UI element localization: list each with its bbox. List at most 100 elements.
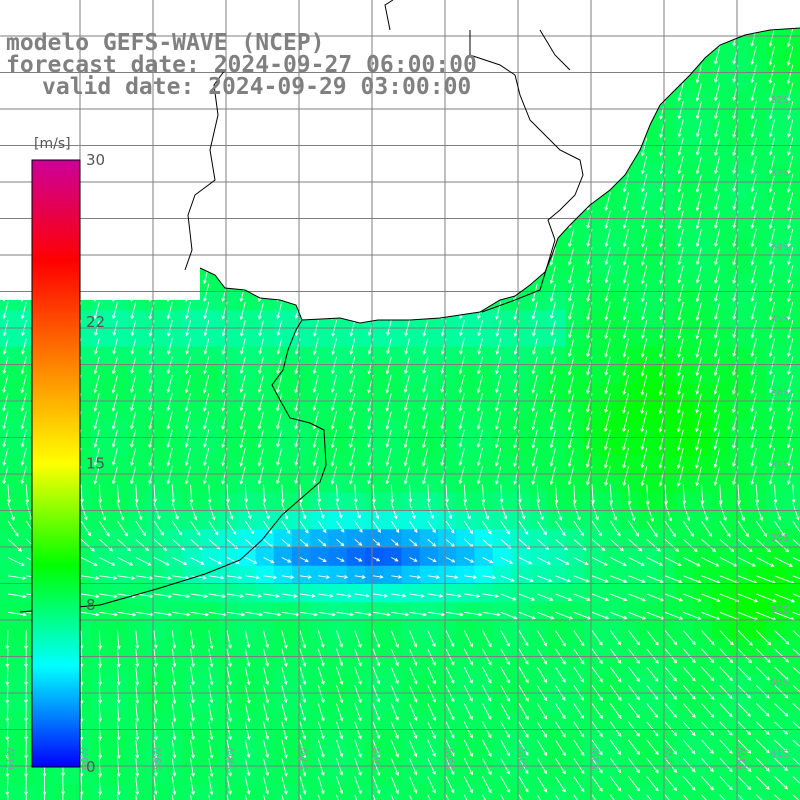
wind-speed-cell [328, 273, 348, 293]
wind-speed-cell [109, 109, 129, 129]
wind-speed-cell [419, 182, 439, 202]
wind-arrow-head [20, 78, 25, 83]
wind-arrow-head [786, 97, 791, 103]
wind-speed-cell [730, 602, 749, 622]
wind-arrow-head [385, 297, 390, 302]
wind-arrow-head [750, 481, 755, 486]
wind-speed-cell [620, 693, 640, 713]
wind-arrow-shaft [404, 356, 410, 374]
wind-arrow-head [659, 188, 664, 193]
wind-arrow-head [677, 353, 682, 358]
wind-speed-cell [383, 766, 403, 786]
wind-arrow-shaft [386, 137, 392, 156]
wind-speed-cell [419, 273, 439, 293]
wind-arrow-shaft [550, 265, 556, 284]
wind-arrow-shaft [318, 593, 333, 597]
wind-speed-cell [730, 54, 749, 74]
wind-arrow-shaft [459, 28, 465, 46]
wind-speed-cell [346, 200, 366, 220]
wind-arrow-shaft [263, 557, 274, 564]
wind-speed-cell [419, 109, 439, 129]
wind-arrow-head [732, 243, 737, 248]
wind-speed-cell [255, 784, 275, 800]
wind-arrow-head [604, 207, 609, 212]
wind-speed-cell [200, 730, 220, 749]
wind-arrow-head [148, 480, 153, 485]
wind-arrow-head [445, 499, 449, 504]
wind-arrow-shaft [299, 538, 309, 547]
wind-arrow-shaft [99, 575, 117, 579]
wind-arrow-shaft [404, 466, 410, 484]
wind-speed-cell [365, 109, 384, 129]
wind-arrow-shaft [532, 101, 538, 119]
wind-speed-cell [255, 146, 275, 165]
wind-speed-cell [474, 164, 494, 184]
wind-speed-cell [675, 565, 695, 585]
wind-arrow-head [531, 297, 536, 303]
wind-speed-cell [657, 657, 676, 676]
wind-speed-cell [657, 0, 676, 19]
wind-speed-cell [255, 292, 275, 311]
wind-arrow-shaft [605, 320, 611, 339]
wind-speed-cell [0, 200, 19, 220]
wind-arrow-head [385, 188, 390, 193]
wind-arrow-head [690, 533, 694, 538]
wind-arrow-shaft [331, 411, 337, 430]
wind-arrow-shaft [130, 228, 137, 247]
wind-arrow-shaft [240, 265, 246, 283]
wind-speed-cell [602, 547, 622, 567]
wind-speed-cell [237, 419, 257, 439]
wind-arrow-head [604, 23, 609, 28]
wind-speed-cell [182, 127, 202, 147]
wind-speed-cell [292, 784, 311, 800]
wind-arrow-shaft [427, 520, 436, 533]
wind-speed-cell [365, 383, 384, 403]
wind-arrow-head [622, 464, 627, 469]
wind-speed-cell [438, 456, 457, 476]
wind-speed-cell [638, 273, 658, 293]
wind-arrow-shaft [21, 283, 27, 302]
wind-arrow-head [172, 644, 177, 649]
wind-speed-cell [511, 766, 530, 786]
wind-arrow-head [221, 388, 226, 394]
wind-speed-cell [474, 419, 494, 439]
wind-speed-cell [255, 657, 275, 676]
wind-arrow-head [751, 563, 756, 567]
wind-arrow-shaft [678, 356, 684, 376]
wind-arrow-head [184, 370, 189, 375]
wind-speed-cell [200, 693, 220, 713]
wind-speed-cell [492, 73, 512, 92]
wind-arrow-shaft [21, 429, 27, 447]
wind-arrow-shaft [495, 28, 502, 46]
wind-arrow-shaft [3, 155, 9, 174]
wind-speed-cell [547, 292, 567, 311]
wind-arrow-head [787, 389, 791, 394]
wind-arrow-head [432, 529, 436, 534]
wind-arrow-shaft [313, 210, 319, 229]
wind-arrow-head [241, 612, 246, 617]
wind-speed-cell [91, 237, 111, 257]
wind-arrow-shaft [751, 9, 757, 28]
wind-speed-cell [438, 328, 457, 348]
wind-arrow-head [568, 188, 572, 193]
wind-speed-cell [584, 565, 603, 585]
wind-speed-cell [164, 620, 184, 640]
wind-arrow-shaft [117, 630, 120, 649]
wind-arrow-shaft [696, 356, 702, 376]
wind-arrow-head [330, 225, 335, 230]
wind-arrow-shaft [532, 82, 538, 101]
wind-arrow-shaft [646, 538, 661, 552]
wind-arrow-head [160, 531, 164, 536]
wind-arrow-head [403, 480, 408, 485]
wind-speed-cell [328, 438, 348, 457]
wind-arrow-head [203, 206, 207, 211]
wind-speed-cell [784, 346, 800, 366]
wind-arrow-shaft [386, 119, 392, 138]
wind-speed-cell [474, 182, 494, 202]
wind-arrow-shaft [792, 557, 800, 567]
wind-arrow-head [604, 151, 609, 156]
wind-speed-cell [547, 474, 567, 494]
wind-arrow-head [148, 260, 153, 266]
wind-speed-cell [456, 346, 476, 366]
wind-speed-cell [620, 36, 640, 56]
